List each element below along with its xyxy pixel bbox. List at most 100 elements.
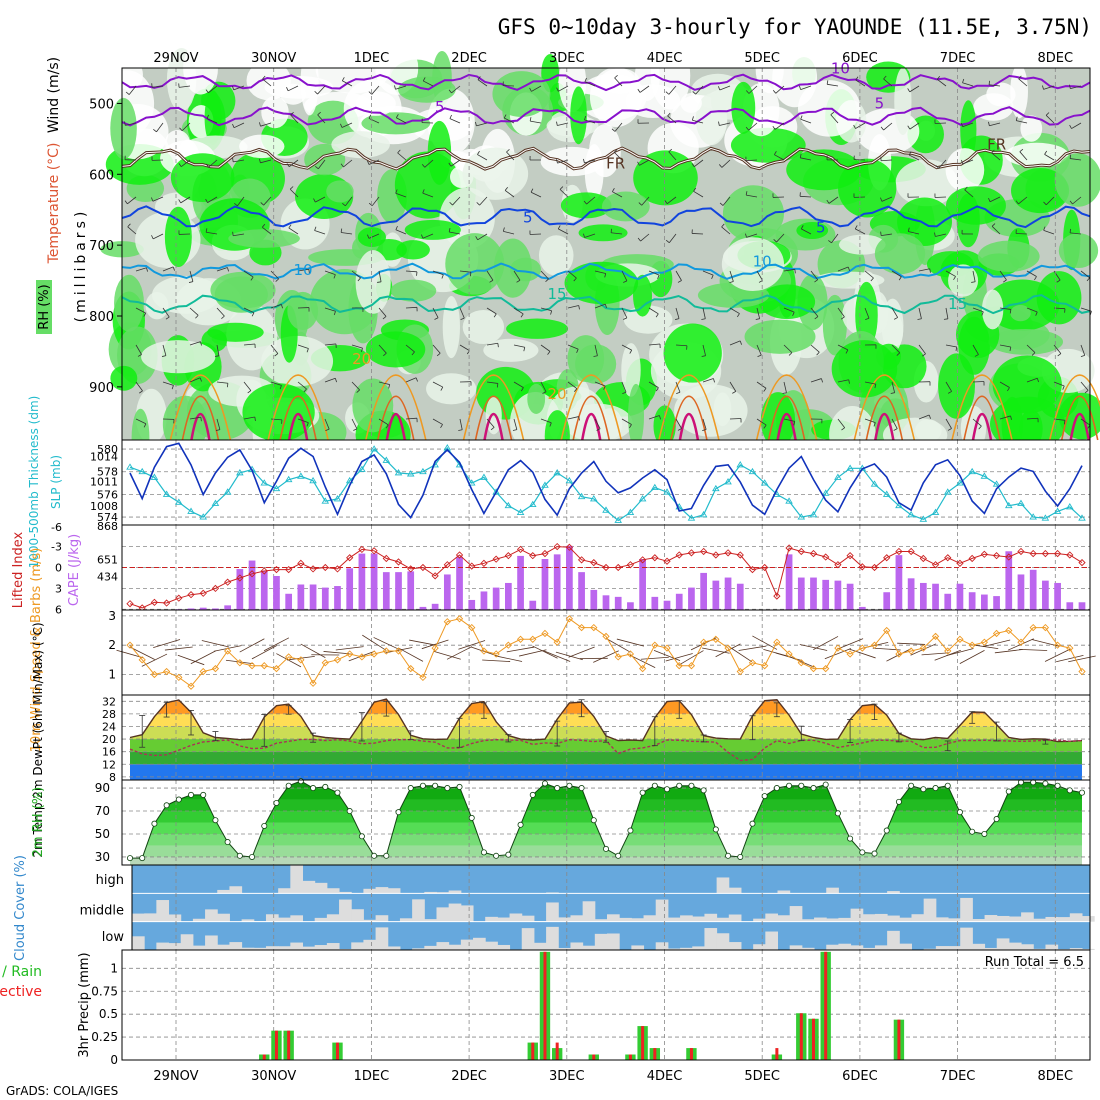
wind-barb [324, 270, 336, 276]
li-point [370, 547, 378, 555]
cape-bar [456, 556, 463, 610]
cloud-bar [375, 927, 389, 950]
wind-barb-flag [441, 274, 444, 279]
wind-barb-flag [520, 313, 524, 318]
cloud-bar [972, 919, 986, 922]
precip-convective-bar [799, 1013, 803, 1060]
cloud-bar [290, 942, 304, 950]
wind-barb-flag [874, 384, 877, 389]
li-point [895, 547, 903, 556]
wind-barb-flag [199, 377, 202, 382]
wind-barb-flag [745, 233, 747, 238]
wind-barb [918, 307, 922, 319]
wind-barb [206, 118, 218, 124]
cloud-bar [546, 902, 559, 922]
wind-barb-flag [254, 416, 256, 421]
cloud-bar [1045, 916, 1059, 922]
wind-speed-point [1017, 638, 1025, 646]
y-tick-label: 700 [89, 239, 114, 254]
wind-barb-flag [549, 422, 552, 427]
wind-barb-flag [1018, 75, 1022, 80]
wind-barb-flag [677, 428, 682, 431]
rh-blob [365, 331, 426, 368]
cloud-bar [521, 928, 535, 950]
surface-barb [640, 656, 669, 660]
cape-bar [407, 571, 415, 610]
wind-barb [152, 233, 164, 240]
rh-blob [633, 274, 653, 317]
cloud-bar [1021, 912, 1034, 922]
temp-band [130, 739, 1082, 752]
wind-barb [1016, 120, 1028, 124]
wind-barb-flag [773, 238, 777, 243]
wind-barb-flag [274, 353, 279, 357]
wind-speed-point [895, 650, 903, 658]
thickness-point [882, 490, 891, 497]
wind-speed-point [504, 641, 512, 649]
rh-point [224, 839, 231, 846]
wind-barb [502, 85, 515, 87]
wind-barb [513, 381, 524, 388]
rh-blob [650, 41, 691, 110]
rh-point [737, 853, 744, 860]
li-point [455, 551, 464, 559]
wind-barb [864, 307, 870, 319]
cloud-bar [582, 901, 596, 922]
wind-barb [216, 307, 225, 317]
wind-barb [288, 227, 299, 235]
cloud-bar [241, 919, 255, 922]
wind-barb-flag [448, 228, 451, 233]
cape-bar [1078, 602, 1086, 610]
cloud-bar [607, 933, 620, 950]
precip-tick-label: 1 [110, 961, 118, 975]
cloud-bar [692, 946, 705, 950]
surface-barb [362, 634, 387, 651]
rh-blob [1004, 142, 1069, 168]
wind-barb [152, 196, 164, 202]
wind-barb [432, 418, 443, 425]
rh-blob [695, 93, 728, 146]
wind-speed-point [224, 647, 232, 655]
cloud-bar [777, 890, 791, 894]
cape-bar [382, 572, 390, 610]
rh-point [590, 817, 597, 824]
wind-barb [1070, 85, 1082, 90]
contour-label: 10 [293, 261, 312, 279]
wind-barb [270, 381, 282, 386]
li-point [809, 549, 818, 558]
wind-barb [368, 233, 380, 239]
y-tick-label: 500 [89, 97, 114, 112]
cape-bar [212, 608, 219, 610]
thickness-point [345, 476, 354, 484]
isotherm-10 [121, 262, 1091, 281]
wind-barb [639, 159, 650, 166]
wind-barb [530, 191, 542, 198]
wind-barb-flag [907, 88, 911, 93]
wind-barb-flag [290, 111, 294, 116]
wind-barb-flag [234, 203, 238, 207]
rh-point [212, 817, 219, 824]
wind-barb-flag [232, 231, 234, 236]
precip-legend-total: Total / Rain [0, 964, 42, 980]
rh-point [139, 855, 146, 862]
wind-barb [640, 233, 650, 242]
wind-barb [342, 80, 353, 87]
temperature-label: Temperature (°C) [46, 143, 62, 265]
wind-barb [810, 307, 819, 317]
rh-blob [589, 124, 621, 178]
wind-barb-flag [353, 428, 358, 431]
rh-point [639, 789, 646, 796]
wind-speed-point [407, 664, 415, 673]
wind-barb [529, 233, 542, 235]
wind-barb-flag [545, 278, 549, 282]
date-axis: 29NOV 29NOV 30NOV 30NOV 1DEC 1DEC 2DEC 2DEC 3DEC… [153, 51, 1073, 1084]
cloud-bar [302, 946, 316, 950]
wind-barb-flag [974, 354, 979, 357]
wind-speed-point [553, 638, 561, 646]
wind-barb-flag [1009, 346, 1012, 352]
run-total-label: Run Total = 6.5 [985, 955, 1084, 970]
wind-barb [449, 118, 461, 124]
wind-barb-flag [397, 149, 401, 154]
thickness-point [162, 490, 171, 497]
